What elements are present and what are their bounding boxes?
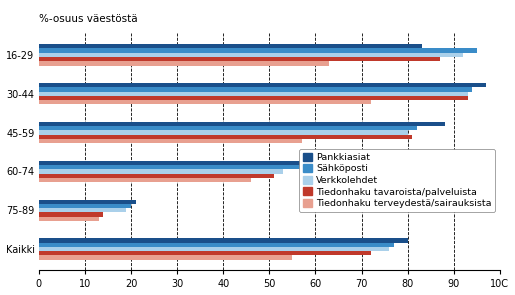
- Bar: [39, 135, 413, 139]
- Text: %-osuus väestöstä: %-osuus väestöstä: [39, 14, 138, 24]
- Bar: [39, 122, 444, 126]
- Bar: [39, 91, 468, 96]
- Legend: Pankkiasiat, Sähköposti, Verkkolehdet, Tiedonhaku tavaroista/palveluista, Tiedon: Pankkiasiat, Sähköposti, Verkkolehdet, T…: [299, 149, 495, 212]
- Bar: [39, 204, 131, 208]
- Bar: [39, 251, 371, 255]
- Bar: [39, 48, 477, 53]
- Bar: [39, 178, 251, 182]
- Bar: [39, 243, 394, 247]
- Bar: [39, 247, 389, 251]
- Bar: [39, 61, 329, 65]
- Bar: [39, 100, 371, 104]
- Bar: [39, 53, 463, 57]
- Bar: [39, 161, 329, 165]
- Bar: [39, 44, 422, 48]
- Bar: [39, 173, 274, 178]
- Bar: [39, 96, 468, 100]
- Bar: [39, 87, 472, 91]
- Bar: [39, 199, 135, 204]
- Bar: [39, 139, 302, 143]
- Bar: [39, 238, 408, 243]
- Bar: [39, 57, 440, 61]
- Bar: [39, 126, 417, 130]
- Bar: [39, 217, 99, 221]
- Bar: [39, 255, 293, 260]
- Bar: [39, 130, 408, 135]
- Bar: [39, 208, 126, 212]
- Bar: [39, 165, 316, 169]
- Bar: [39, 83, 486, 87]
- Bar: [39, 169, 283, 173]
- Bar: [39, 212, 104, 217]
